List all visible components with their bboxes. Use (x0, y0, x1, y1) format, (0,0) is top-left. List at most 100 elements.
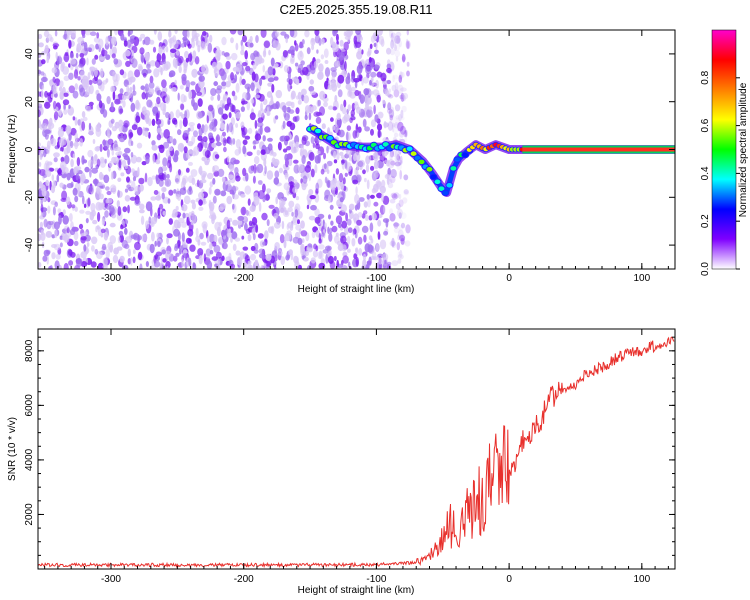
noise-blob (336, 60, 341, 68)
noise-blob (191, 98, 195, 107)
noise-blob (347, 104, 351, 112)
noise-blob (405, 224, 411, 234)
noise-blob (318, 262, 326, 269)
noise-blob (68, 104, 71, 109)
noise-blob (357, 236, 363, 245)
noise-blob (391, 84, 397, 92)
noise-blob (368, 256, 372, 266)
noise-blob (101, 218, 106, 226)
noise-blob (130, 168, 135, 173)
noise-blob (82, 195, 85, 205)
noise-blob (355, 247, 358, 253)
noise-blob (70, 30, 77, 38)
noise-blob (232, 203, 235, 210)
noise-blob (399, 155, 403, 164)
x-tick-label: 100 (633, 273, 650, 284)
noise-blob (329, 179, 336, 190)
noise-blob (212, 165, 220, 172)
y-tick-label: 6000 (24, 394, 35, 417)
noise-blob (151, 140, 156, 146)
noise-blob (405, 40, 411, 50)
noise-blob (104, 158, 107, 164)
noise-blob (74, 117, 78, 126)
noise-blob (255, 88, 260, 95)
noise-blob (345, 76, 351, 85)
noise-blob (260, 149, 267, 156)
noise-blob (320, 54, 325, 60)
noise-blob (184, 50, 189, 59)
noise-blob (399, 71, 403, 80)
noise-blob (207, 42, 213, 53)
noise-blob (342, 255, 349, 264)
signal-blob (449, 165, 458, 172)
noise-blob (223, 234, 226, 240)
noise-blob (194, 56, 200, 65)
noise-blob (38, 42, 44, 48)
noise-blob (362, 169, 366, 175)
noise-blob (38, 33, 43, 40)
noise-blob (392, 122, 396, 128)
noise-blob (97, 122, 101, 133)
noise-blob (200, 138, 204, 149)
noise-blob (130, 140, 134, 146)
noise-blob (403, 189, 409, 195)
noise-blob (249, 112, 256, 121)
noise-blob (386, 176, 390, 186)
noise-blob (285, 101, 293, 107)
noise-blob (224, 94, 228, 100)
noise-blob (110, 118, 115, 124)
noise-blob (182, 117, 188, 127)
noise-blob (394, 122, 399, 129)
noise-blob (105, 249, 110, 259)
noise-blob (98, 38, 104, 49)
noise-blob (194, 33, 200, 38)
noise-blob (263, 158, 267, 167)
noise-blob (362, 253, 367, 261)
noise-blob (38, 161, 42, 167)
noise-blob (284, 153, 289, 162)
noise-blob (99, 156, 105, 164)
noise-blob (213, 68, 220, 77)
noise-blob (63, 103, 66, 111)
noise-blob (141, 233, 148, 242)
noise-blob (250, 245, 256, 252)
noise-blob (396, 37, 401, 45)
noise-blob (388, 94, 394, 99)
noise-blob (134, 199, 141, 206)
noise-blob (122, 159, 127, 168)
noise-blob (378, 257, 382, 265)
noise-blob (215, 141, 222, 147)
noise-blob (40, 212, 44, 218)
noise-blob (332, 43, 339, 53)
noise-blob (140, 85, 145, 90)
noise-blob (146, 99, 153, 108)
noise-blob (235, 123, 239, 128)
noise-blob (341, 106, 347, 115)
noise-blob (238, 190, 241, 196)
noise-blob (94, 146, 101, 152)
noise-blob (332, 106, 338, 111)
noise-blob (300, 230, 308, 237)
noise-blob (198, 206, 204, 211)
noise-blob (264, 108, 267, 114)
noise-blob (56, 174, 60, 183)
noise-blob (40, 229, 44, 236)
noise-blob (345, 83, 352, 90)
noise-blob (111, 149, 115, 156)
noise-blob (80, 177, 85, 185)
noise-blob (370, 71, 377, 78)
noise-blob (85, 47, 92, 52)
noise-blob (295, 224, 302, 231)
noise-blob (82, 75, 89, 86)
noise-blob (228, 122, 233, 133)
colorbar-tick-label: 0.0 (700, 262, 711, 276)
noise-blob (394, 117, 401, 126)
noise-blob (228, 138, 232, 145)
noise-blob (277, 250, 283, 256)
noise-blob (400, 222, 406, 229)
noise-blob (398, 40, 402, 48)
noise-blob (226, 219, 231, 230)
noise-blob (75, 173, 79, 181)
